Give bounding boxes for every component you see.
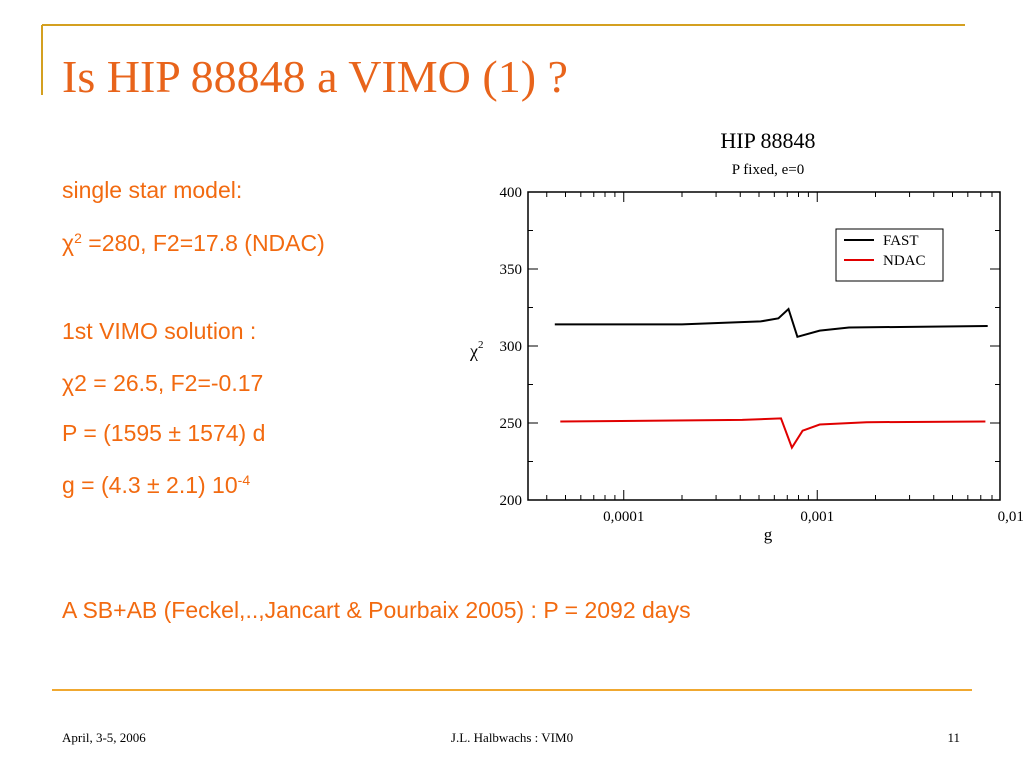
x-axis-label: g	[764, 525, 773, 544]
line-series	[560, 417, 986, 450]
chart: HIP 88848 P fixed, e=0 g χ2 0,0001 0,001 0…	[469, 128, 1024, 544]
y-tick-label: 300	[500, 339, 523, 355]
x-tick-label: 0,01	[998, 509, 1024, 525]
body-line: χ2 = 26.5, F2=-0.17	[62, 370, 263, 396]
body-line: g = (4.3 ± 2.1) 10-4	[62, 472, 250, 498]
text-run: P = (1595 ± 1574) d	[62, 420, 265, 446]
legend-label: NDAC	[883, 253, 926, 269]
text-run: 1st VIMO solution :	[62, 318, 256, 344]
y-axis-label-sup: 2	[478, 339, 484, 351]
body-line: P = (1595 ± 1574) d	[62, 420, 265, 446]
line-series	[554, 307, 988, 339]
footer-center: J.L. Halbwachs : VIM0	[451, 730, 573, 745]
text-run: A SB+AB (Feckel,..,Jancart & Pourbaix 20…	[62, 597, 691, 623]
superscript: -4	[238, 472, 251, 488]
y-axis-label-base: χ	[469, 341, 478, 361]
x-tick-label: 0,001	[800, 509, 834, 525]
body-line: A SB+AB (Feckel,..,Jancart & Pourbaix 20…	[62, 597, 691, 623]
slide-title: Is HIP 88848 a VIMO (1) ?	[62, 51, 568, 102]
legend-box	[835, 228, 944, 282]
x-tick-label: 0,0001	[603, 509, 644, 525]
y-tick-label: 200	[500, 493, 523, 509]
body-line: single star model:	[62, 177, 242, 203]
footer-left: April, 3-5, 2006	[62, 730, 146, 745]
body-line: 1st VIMO solution :	[62, 318, 256, 344]
y-tick-label: 350	[500, 262, 523, 278]
text-run: χ	[62, 370, 74, 396]
legend-label: FAST	[883, 233, 919, 249]
y-tick-label: 400	[500, 185, 523, 201]
text-run: 2 = 26.5, F2=-0.17	[74, 370, 263, 396]
body-line: χ2 =280, F2=17.8 (NDAC)	[62, 230, 325, 256]
superscript: 2	[74, 230, 82, 246]
text-run: χ	[62, 230, 74, 256]
y-tick-label: 250	[500, 416, 523, 432]
y-axis-label: χ2	[469, 339, 484, 361]
text-run: single star model:	[62, 177, 242, 203]
text-run: g = (4.3 ± 2.1) 10	[62, 472, 238, 498]
chart-subtitle: P fixed, e=0	[732, 162, 804, 178]
footer-right: 11	[947, 730, 960, 745]
text-run: =280, F2=17.8 (NDAC)	[82, 230, 325, 256]
chart-title: HIP 88848	[720, 128, 815, 153]
